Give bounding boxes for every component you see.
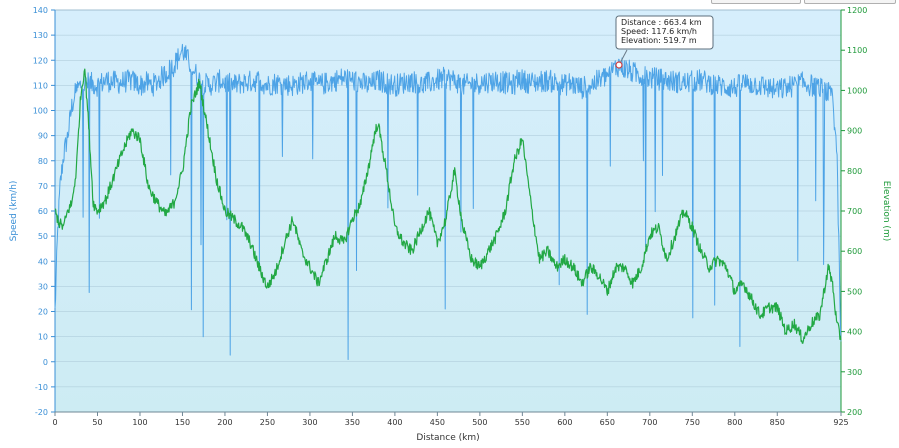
tooltip-box [615, 15, 714, 50]
y-right-tick-1100: 1100 [847, 46, 867, 55]
x-tick-600: 600 [557, 418, 572, 427]
toolbar-button-2[interactable] [804, 0, 896, 4]
x-tick-925: 925 [833, 418, 848, 427]
y-left-tick-20: 20 [38, 308, 48, 317]
x-tick-0: 0 [52, 418, 57, 427]
y-right-tick-800: 800 [847, 167, 862, 176]
tooltip-marker [615, 61, 623, 69]
series-line-elevation [54, 68, 842, 344]
y-left-tick-0: 0 [43, 358, 48, 367]
y-left-tick--10: -10 [35, 383, 48, 392]
y-right-tick-900: 900 [847, 127, 862, 136]
series-line-speed [54, 43, 842, 360]
y-left-tick-30: 30 [38, 282, 48, 291]
x-axis: 0 50 100 150 200 250 300 350 400 450 500 550 600 650 7… [52, 411, 849, 427]
y-right-tick-600: 600 [847, 247, 862, 256]
x-tick-550: 550 [515, 418, 530, 427]
toolbar-button-1[interactable] [711, 0, 801, 4]
x-tick-850: 850 [770, 418, 785, 427]
y-left-tick-120: 120 [33, 56, 48, 65]
x-tick-700: 700 [642, 418, 657, 427]
series-layer [54, 43, 842, 360]
y-left-tick-50: 50 [38, 232, 48, 241]
y-left-tick-40: 40 [38, 257, 48, 266]
x-tick-350: 350 [345, 418, 360, 427]
y-right-tick-1200: 1200 [847, 6, 867, 15]
x-tick-400: 400 [387, 418, 402, 427]
tooltip: Distance : 663.4 km Speed: 117.6 km/h El… [615, 15, 714, 69]
y-left-tick--20: -20 [35, 408, 48, 417]
y-left-axis-label: Speed (km/h) [9, 181, 19, 242]
y-left-tick-100: 100 [33, 107, 48, 116]
y-right-tick-1000: 1000 [847, 86, 867, 95]
y-right-tick-200: 200 [847, 408, 862, 417]
y-right-axis-label: Elevation (m) [881, 181, 891, 241]
y-left-tick-60: 60 [38, 207, 48, 216]
tooltip-elevation: Elevation: 519.7 m [621, 36, 697, 45]
x-tick-150: 150 [175, 418, 190, 427]
grid-lines [55, 9, 841, 413]
y-left-tick-90: 90 [38, 132, 48, 141]
y-right-tick-700: 700 [847, 207, 862, 216]
y-left-tick-140: 140 [33, 6, 48, 15]
y-left-tick-10: 10 [38, 333, 48, 342]
x-tick-300: 300 [302, 418, 317, 427]
x-tick-650: 650 [600, 418, 615, 427]
y-right-tick-400: 400 [847, 328, 862, 337]
tooltip-speed: Speed: 117.6 km/h [621, 27, 697, 36]
x-tick-100: 100 [132, 418, 147, 427]
x-tick-250: 250 [260, 418, 275, 427]
y-left-tick-110: 110 [33, 81, 48, 90]
x-tick-500: 500 [472, 418, 487, 427]
y-left-tick-70: 70 [38, 182, 48, 191]
x-tick-750: 750 [685, 418, 700, 427]
y-right-tick-300: 300 [847, 368, 862, 377]
x-tick-50: 50 [92, 418, 102, 427]
y-right-tick-500: 500 [847, 287, 862, 296]
y-left-tick-130: 130 [33, 31, 48, 40]
tooltip-distance: Distance : 663.4 km [621, 18, 702, 27]
x-tick-450: 450 [430, 418, 445, 427]
x-tick-800: 800 [727, 418, 742, 427]
x-tick-200: 200 [217, 418, 232, 427]
x-axis-label: Distance (km) [416, 433, 479, 443]
y-right-axis: 1200 1100 1000 900 800 700 600 500 400 300 200 [840, 6, 867, 417]
y-left-tick-80: 80 [38, 157, 48, 166]
